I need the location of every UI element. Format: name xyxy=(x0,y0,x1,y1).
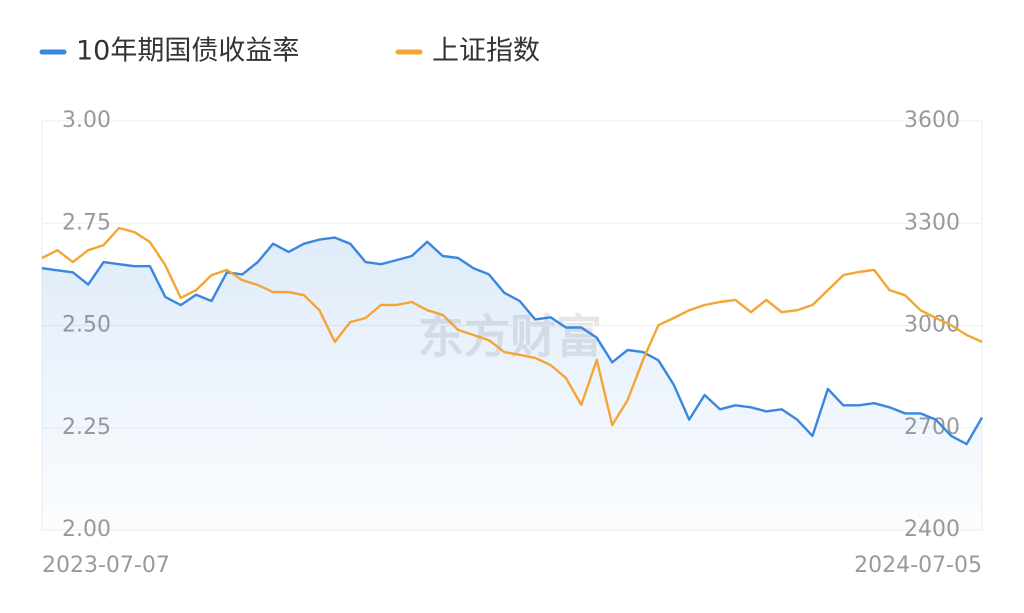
legend-label: 10年期国债收益率 xyxy=(76,36,299,67)
series-line xyxy=(41,226,983,427)
y-tick-label: 3.00 xyxy=(62,108,111,133)
series-line xyxy=(41,236,984,446)
x-tick-label: 2023-07-07 xyxy=(42,553,170,578)
area xyxy=(42,237,982,530)
x-tick-label: 2024-07-05 xyxy=(854,553,982,578)
y-tick-label: 2.75 xyxy=(62,210,111,235)
y2-tick-label: 3300 xyxy=(904,210,960,235)
legend-label: 上证指数 xyxy=(432,36,540,67)
y2-tick-label: 3600 xyxy=(904,108,960,133)
